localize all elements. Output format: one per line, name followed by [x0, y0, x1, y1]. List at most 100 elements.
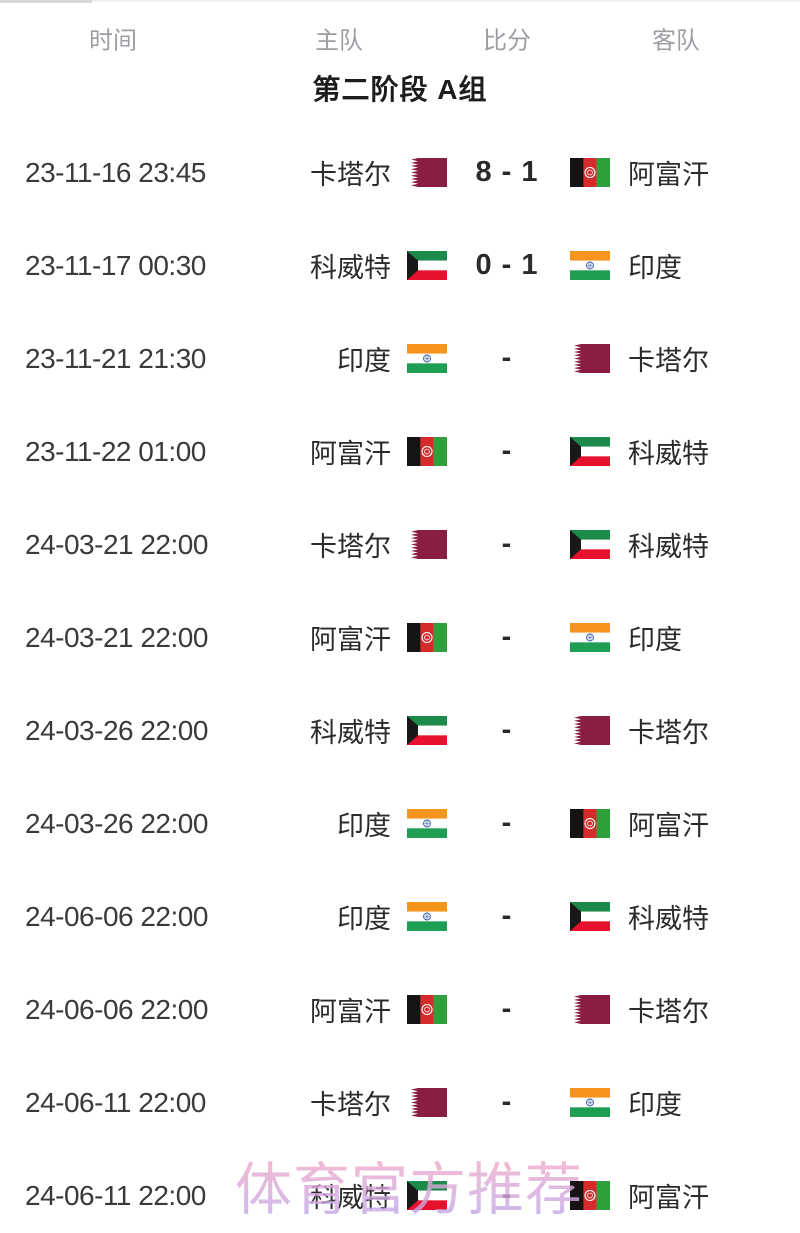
match-score: - [501, 807, 513, 839]
match-time: 23-11-21 21:30 [25, 342, 206, 374]
away-team-cell: 卡塔尔 [567, 711, 800, 750]
match-score: - [501, 714, 513, 746]
home-team-name: 科威特 [310, 718, 391, 748]
match-score: 0 - 1 [475, 249, 539, 281]
india-flag-icon [407, 344, 447, 373]
home-team-cell: 阿富汗 [282, 990, 447, 1029]
kuwait-flag-icon [570, 437, 610, 466]
match-score: - [501, 900, 513, 932]
away-team-cell: 科威特 [567, 525, 800, 564]
away-team-name: 印度 [628, 625, 682, 655]
home-team-cell: 卡塔尔 [282, 153, 447, 192]
qatar-flag-icon [407, 530, 447, 559]
match-row[interactable]: 24-06-11 22:00 卡塔尔 - 印度 [0, 1056, 800, 1149]
column-header-away: 客队 [652, 27, 700, 55]
home-team-name: 印度 [337, 346, 391, 376]
home-team-cell: 卡塔尔 [282, 1083, 447, 1122]
away-team-name: 科威特 [628, 904, 709, 934]
table-header: 时间 主队 比分 客队 [0, 0, 800, 64]
home-team-cell: 印度 [282, 804, 447, 843]
kuwait-flag-icon [570, 530, 610, 559]
home-team-name: 卡塔尔 [310, 1090, 391, 1120]
home-team-name: 科威特 [310, 1183, 391, 1213]
away-team-name: 阿富汗 [628, 811, 709, 841]
match-score: - [501, 993, 513, 1025]
match-row[interactable]: 24-06-06 22:00 印度 - 科威特 [0, 870, 800, 963]
away-team-name: 科威特 [628, 439, 709, 469]
column-header-home: 主队 [315, 27, 363, 55]
match-row[interactable]: 23-11-21 21:30 印度 - 卡塔尔 [0, 312, 800, 405]
match-row[interactable]: 23-11-16 23:45 卡塔尔 8 - 1 阿富汗 [0, 126, 800, 219]
home-team-cell: 印度 [282, 897, 447, 936]
kuwait-flag-icon [407, 716, 447, 745]
afghanistan-flag-icon [407, 623, 447, 652]
away-team-name: 卡塔尔 [628, 346, 709, 376]
match-time: 24-03-21 22:00 [25, 528, 208, 560]
match-score: 8 - 1 [475, 156, 539, 188]
qatar-flag-icon [407, 158, 447, 187]
afghanistan-flag-icon [570, 1181, 610, 1210]
match-row[interactable]: 23-11-22 01:00 阿富汗 - 科威特 [0, 405, 800, 498]
home-team-name: 印度 [337, 811, 391, 841]
match-time: 24-06-06 22:00 [25, 900, 208, 932]
qatar-flag-icon [570, 344, 610, 373]
match-row[interactable]: 24-03-21 22:00 阿富汗 - 印度 [0, 591, 800, 684]
away-team-name: 卡塔尔 [628, 718, 709, 748]
column-header-score: 比分 [483, 27, 531, 55]
home-team-cell: 阿富汗 [282, 618, 447, 657]
home-team-name: 卡塔尔 [310, 532, 391, 562]
india-flag-icon [407, 902, 447, 931]
india-flag-icon [570, 251, 610, 280]
match-row[interactable]: 24-03-26 22:00 印度 - 阿富汗 [0, 777, 800, 870]
home-team-name: 阿富汗 [310, 997, 391, 1027]
afghanistan-flag-icon [570, 809, 610, 838]
match-score: - [501, 1086, 513, 1118]
kuwait-flag-icon [570, 902, 610, 931]
home-team-name: 印度 [337, 904, 391, 934]
home-team-name: 卡塔尔 [310, 160, 391, 190]
home-team-name: 科威特 [310, 253, 391, 283]
away-team-cell: 阿富汗 [567, 804, 800, 843]
match-time: 23-11-17 00:30 [25, 249, 206, 281]
match-row[interactable]: 24-06-06 22:00 阿富汗 - 卡塔尔 [0, 963, 800, 1056]
top-divider-segment [0, 0, 92, 3]
group-title: 第二阶段 A组 [312, 74, 488, 105]
home-team-cell: 科威特 [282, 711, 447, 750]
match-time: 24-06-11 22:00 [25, 1179, 206, 1211]
match-time: 23-11-22 01:00 [25, 435, 206, 467]
match-score: - [501, 342, 513, 374]
match-score: - [501, 528, 513, 560]
match-list: 23-11-16 23:45 卡塔尔 8 - 1 阿富汗 23-11-17 00… [0, 126, 800, 1233]
away-team-cell: 印度 [567, 618, 800, 657]
match-row[interactable]: 24-06-11 22:00 科威特 - 阿富汗 [0, 1149, 800, 1233]
home-team-name: 阿富汗 [310, 625, 391, 655]
qatar-flag-icon [570, 995, 610, 1024]
match-score: - [501, 1179, 513, 1211]
away-team-name: 印度 [628, 253, 682, 283]
afghanistan-flag-icon [407, 995, 447, 1024]
kuwait-flag-icon [407, 251, 447, 280]
away-team-cell: 卡塔尔 [567, 339, 800, 378]
match-time: 24-03-26 22:00 [25, 807, 208, 839]
away-team-cell: 阿富汗 [567, 153, 800, 192]
home-team-cell: 印度 [282, 339, 447, 378]
away-team-name: 卡塔尔 [628, 997, 709, 1027]
away-team-cell: 科威特 [567, 897, 800, 936]
away-team-name: 印度 [628, 1090, 682, 1120]
away-team-name: 阿富汗 [628, 1183, 709, 1213]
match-row[interactable]: 24-03-26 22:00 科威特 - 卡塔尔 [0, 684, 800, 777]
away-team-name: 科威特 [628, 532, 709, 562]
india-flag-icon [407, 809, 447, 838]
away-team-name: 阿富汗 [628, 160, 709, 190]
india-flag-icon [570, 1088, 610, 1117]
away-team-cell: 科威特 [567, 432, 800, 471]
afghanistan-flag-icon [570, 158, 610, 187]
away-team-cell: 印度 [567, 246, 800, 285]
india-flag-icon [570, 623, 610, 652]
match-row[interactable]: 24-03-21 22:00 卡塔尔 - 科威特 [0, 498, 800, 591]
column-header-time: 时间 [89, 27, 137, 55]
match-row[interactable]: 23-11-17 00:30 科威特 0 - 1 印度 [0, 219, 800, 312]
match-time: 24-03-21 22:00 [25, 621, 208, 653]
match-score: - [501, 621, 513, 653]
